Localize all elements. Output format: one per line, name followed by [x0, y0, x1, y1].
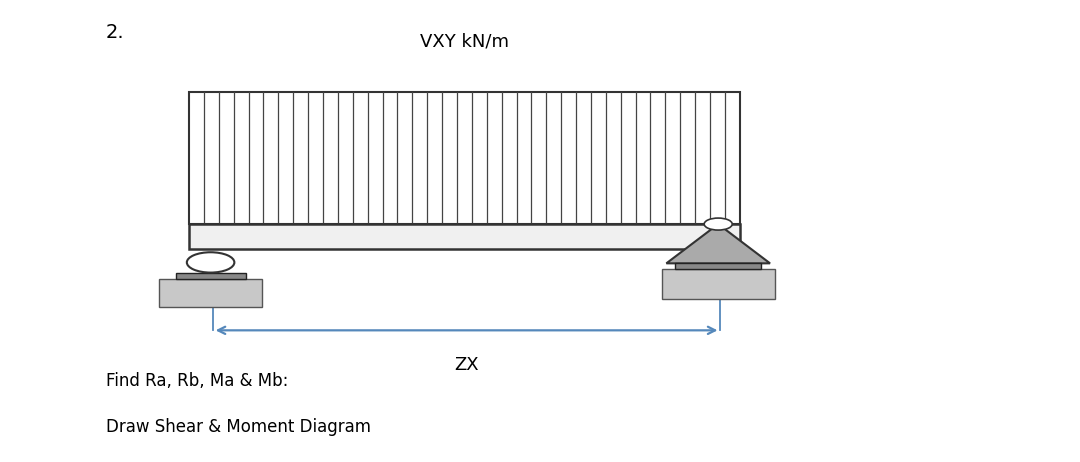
Bar: [661, 269, 775, 299]
Bar: [160, 279, 261, 307]
Circle shape: [187, 252, 234, 273]
Text: 2.: 2.: [106, 23, 124, 42]
Polygon shape: [666, 224, 770, 263]
Circle shape: [704, 218, 732, 230]
Text: ZX: ZX: [455, 356, 478, 374]
Bar: [675, 263, 761, 269]
Bar: [175, 273, 246, 279]
Text: Draw Shear & Moment Diagram: Draw Shear & Moment Diagram: [106, 418, 370, 436]
Text: VXY kN/m: VXY kN/m: [420, 32, 509, 50]
Bar: [189, 224, 740, 249]
Bar: [189, 92, 740, 224]
Text: Find Ra, Rb, Ma & Mb:: Find Ra, Rb, Ma & Mb:: [106, 372, 288, 390]
